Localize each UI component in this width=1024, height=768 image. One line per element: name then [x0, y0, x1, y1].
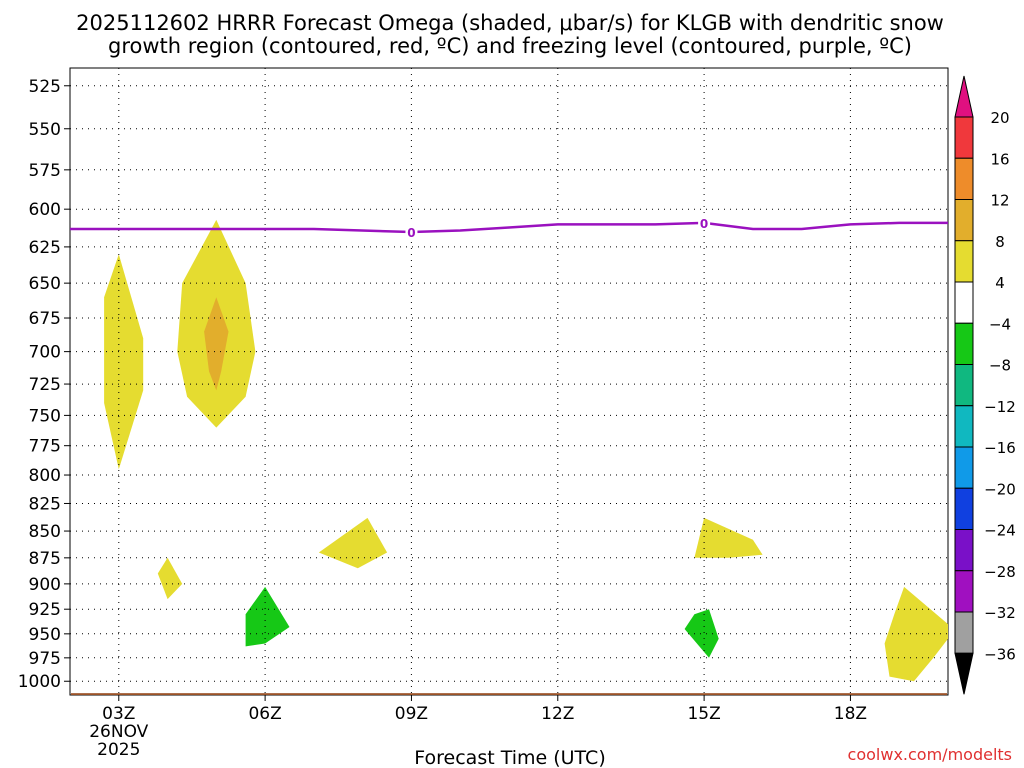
- y-tick-label: 775: [29, 437, 61, 457]
- colorbar-arrow-bottom: [954, 652, 974, 695]
- colorbar-box: [954, 199, 974, 242]
- y-tick-label: 825: [29, 494, 61, 514]
- y-tick-label: 800: [29, 466, 61, 486]
- y-tick-label: 625: [29, 238, 61, 258]
- omega-region-0: [104, 254, 144, 470]
- y-tick-label: 925: [29, 600, 61, 620]
- colorbar-box: [954, 281, 974, 324]
- colorbar-label: −28: [984, 563, 1016, 581]
- colorbar-label: 8: [995, 233, 1005, 251]
- colorbar-label: −24: [984, 522, 1016, 540]
- colorbar-label: −4: [989, 315, 1011, 333]
- colorbar-box: [954, 157, 974, 200]
- surface-ground: [71, 693, 947, 695]
- y-tick-label: 650: [29, 274, 61, 294]
- x-tick-label: 06Z: [248, 704, 281, 724]
- omega-region-5: [694, 517, 763, 558]
- plot-area: 00: [69, 67, 949, 696]
- freezing-level-label: 0: [700, 217, 708, 231]
- x-tick-label: 12Z: [541, 704, 574, 724]
- chart-title-line1: 2025112602 HRRR Forecast Omega (shaded, …: [76, 11, 944, 35]
- colorbar-label: 20: [990, 109, 1009, 127]
- y-tick-label: 950: [29, 625, 61, 645]
- x-tick-label: 15Z: [687, 704, 720, 724]
- y-tick-label: 575: [29, 161, 61, 181]
- y-tick-label: 725: [29, 375, 61, 395]
- x-tick-year: 2025: [97, 740, 140, 760]
- colorbar: 20 16 12 8 4 −4 −8 −12 −16 −20 −24 −28 −32 −36: [954, 75, 1016, 695]
- colorbar-arrow-top: [954, 75, 974, 118]
- y-tick-label: 700: [29, 343, 61, 363]
- colorbar-label: 4: [995, 274, 1005, 292]
- x-axis-label: Forecast Time (UTC): [414, 747, 605, 768]
- y-tick-label: 875: [29, 549, 61, 569]
- colorbar-box: [954, 446, 974, 489]
- freezing-level-label-bg: [405, 223, 418, 239]
- colorbar-box: [954, 487, 974, 530]
- colorbar-box: [954, 611, 974, 654]
- colorbar-label: −32: [984, 604, 1016, 622]
- y-tick-label: 600: [29, 200, 61, 220]
- chart-title-line2: growth region (contoured, red, ºC) and f…: [108, 34, 912, 58]
- y-tick-label: 975: [29, 649, 61, 669]
- y-tick-label: 1000: [18, 672, 61, 692]
- freezing-level-label: 0: [407, 226, 415, 240]
- x-tick-label: 09Z: [395, 704, 428, 724]
- credit-text: coolwx.com/modelts: [848, 745, 1012, 764]
- colorbar-box: [954, 405, 974, 448]
- omega-region-7: [245, 586, 290, 647]
- y-axis: 525 550 575 600 625 650 675 700 725 750 775 800 825 8…: [18, 77, 70, 692]
- colorbar-box: [954, 364, 974, 407]
- y-tick-label: 550: [29, 120, 61, 140]
- omega-region-2: [204, 297, 229, 391]
- gridlines: [70, 68, 948, 695]
- omega-region-3: [157, 557, 183, 600]
- y-tick-label: 525: [29, 77, 61, 97]
- surface-layer: [71, 693, 947, 695]
- colorbar-box: [954, 529, 974, 572]
- y-tick-label: 750: [29, 406, 61, 426]
- x-tick-label: 18Z: [834, 704, 867, 724]
- y-tick-label: 675: [29, 309, 61, 329]
- colorbar-label: 16: [990, 150, 1009, 168]
- colorbar-box: [954, 116, 974, 159]
- omega-region-8: [684, 609, 719, 658]
- colorbar-label: −16: [984, 439, 1016, 457]
- colorbar-box: [954, 570, 974, 613]
- colorbar-label: −12: [984, 398, 1016, 416]
- colorbar-label: −20: [984, 480, 1016, 498]
- x-tick-label: 03Z: [102, 704, 135, 724]
- colorbar-box: [954, 322, 974, 365]
- y-tick-label: 900: [29, 575, 61, 595]
- colorbar-box: [954, 240, 974, 283]
- colorbar-label: −36: [984, 645, 1016, 663]
- freezing-level-layer: 00: [70, 214, 948, 240]
- omega-regions: [104, 219, 948, 682]
- x-tick-date: 26NOV: [89, 722, 148, 742]
- freezing-level-label-bg: [698, 214, 711, 230]
- colorbar-label: 12: [990, 192, 1009, 210]
- freezing-level-line: [70, 221, 948, 234]
- colorbar-label: −8: [989, 357, 1011, 375]
- omega-region-4: [318, 517, 388, 569]
- y-tick-label: 850: [29, 522, 61, 542]
